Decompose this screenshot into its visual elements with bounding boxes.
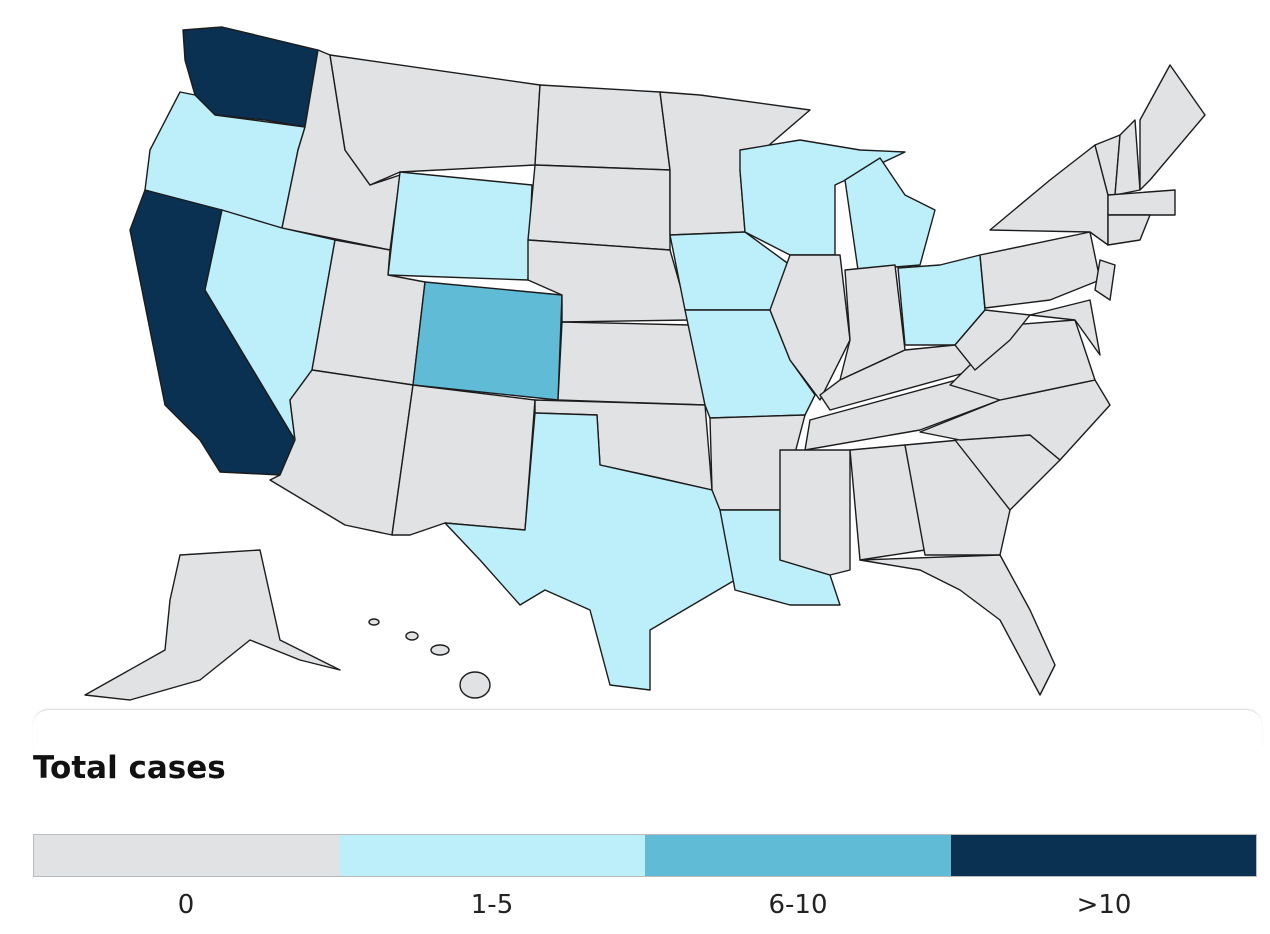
region [779, 449, 851, 576]
legend-labels: 0 1-5 6-10 >10 [33, 890, 1257, 920]
region [804, 374, 1001, 451]
region [904, 439, 1011, 556]
legend-bar [33, 834, 1257, 877]
region [1094, 259, 1116, 301]
region [989, 144, 1109, 246]
region [954, 309, 1031, 371]
region [1114, 119, 1141, 196]
region [459, 671, 491, 699]
legend-label: 6-10 [768, 890, 828, 920]
region [412, 281, 563, 401]
region [1029, 299, 1101, 356]
region [1107, 189, 1176, 216]
region [391, 384, 536, 536]
legend-title: Total cases [33, 750, 226, 786]
legend-label: 0 [177, 890, 195, 920]
legend-panel [33, 709, 1262, 750]
region [844, 157, 936, 271]
legend-swatch [339, 835, 645, 876]
region [430, 644, 450, 656]
legend-label: 1-5 [470, 890, 514, 920]
region [182, 26, 319, 128]
region [387, 171, 533, 281]
region [769, 254, 851, 401]
legend-swatch [645, 835, 951, 876]
region [405, 631, 419, 641]
region [84, 549, 341, 701]
region [1139, 64, 1206, 191]
region [979, 231, 1101, 309]
region [1107, 214, 1151, 246]
legend-label: >10 [1076, 890, 1132, 920]
region [527, 164, 671, 251]
legend-swatch [950, 835, 1256, 876]
us-map [84, 26, 1206, 701]
region [534, 84, 671, 171]
region [557, 321, 706, 406]
legend-swatch [34, 835, 340, 876]
region [368, 618, 380, 626]
region [444, 412, 736, 691]
region [859, 554, 1056, 696]
region [329, 54, 541, 186]
